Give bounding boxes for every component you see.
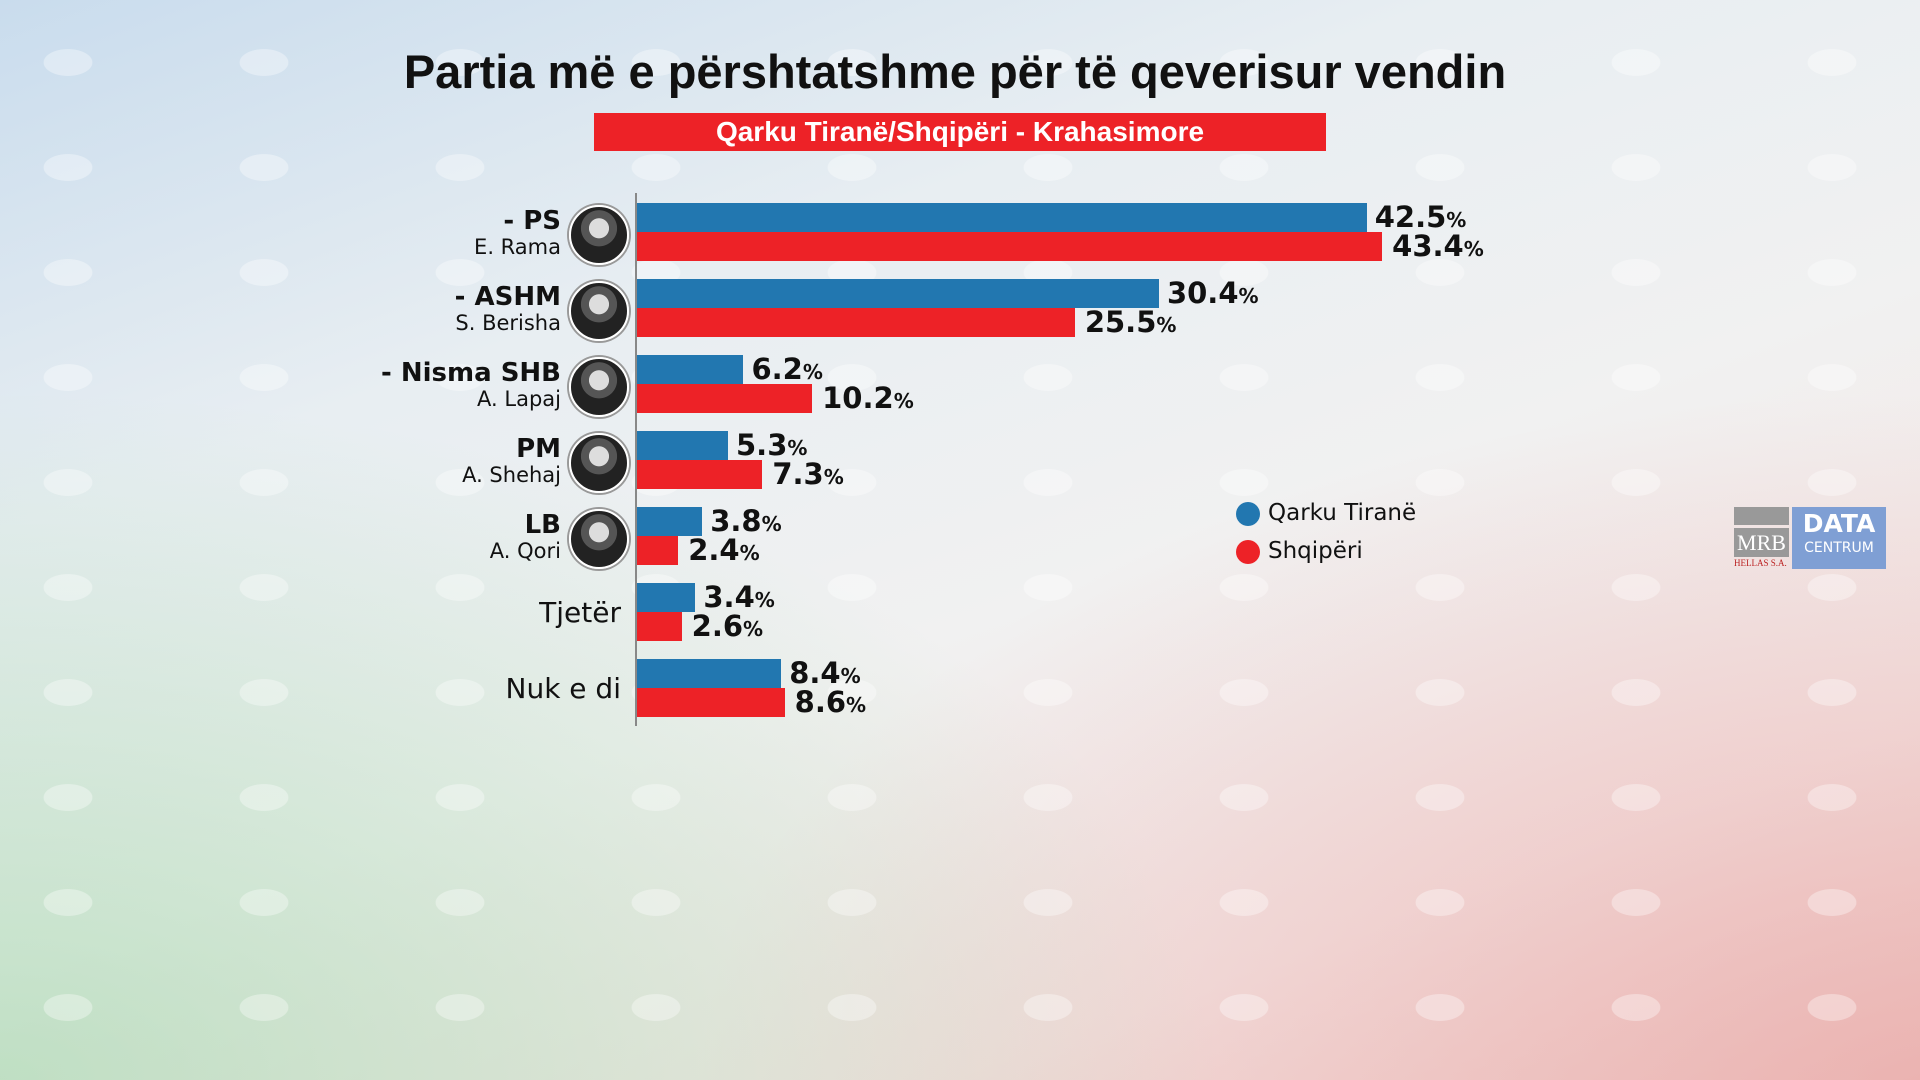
bar-shqiperi xyxy=(637,460,763,489)
bar-shqiperi xyxy=(637,536,679,565)
category-name: Tjetër xyxy=(539,596,621,629)
leader-photo xyxy=(569,205,629,265)
unit: % xyxy=(754,588,775,612)
data-label: 5.3% xyxy=(736,431,807,463)
data-value: 2.4 xyxy=(688,533,740,567)
leader-name: A. Qori xyxy=(489,539,561,563)
data-label: 42.5% xyxy=(1375,203,1467,235)
party-name: - ASHM xyxy=(454,282,561,312)
data-label: 3.4% xyxy=(703,583,774,615)
category-label: LB A. Qori xyxy=(490,511,561,563)
category-label: - Nisma SHB A. Lapaj xyxy=(381,359,561,411)
data-label: 8.4% xyxy=(789,659,860,691)
category-name: Nuk e di xyxy=(505,672,622,705)
party-name: - PS xyxy=(503,206,561,236)
category-label: Tjetër xyxy=(539,597,621,629)
data-value: 7.3 xyxy=(772,457,824,491)
legend-item-qarku-tirane: Qarku Tiranë xyxy=(1236,500,1416,526)
data-label: 43.4% xyxy=(1392,232,1484,264)
leader-photo xyxy=(569,433,629,493)
unit: % xyxy=(743,617,764,641)
leader-name: A. Lapaj xyxy=(477,387,561,411)
legend-label: Qarku Tiranë xyxy=(1268,500,1417,526)
unit: % xyxy=(802,360,823,384)
leader-photo xyxy=(569,281,629,341)
data-label: 7.3% xyxy=(772,460,843,492)
bar-qarku-tirane xyxy=(637,355,744,384)
legend-item-shqiperi: Shqipëri xyxy=(1236,538,1363,564)
data-value: 30.4 xyxy=(1166,276,1239,310)
leader-photo xyxy=(569,509,629,569)
data-value: 10.2 xyxy=(822,381,894,415)
logo-data-box: DATA CENTRUM xyxy=(1792,507,1886,569)
leader-name: A. Shehaj xyxy=(462,463,561,487)
unit: % xyxy=(1156,313,1177,337)
bar-qarku-tirane xyxy=(637,507,703,536)
data-value: 3.8 xyxy=(710,504,762,538)
data-label: 30.4% xyxy=(1167,279,1259,311)
data-value: 8.6 xyxy=(794,685,847,719)
chart-title: Partia më e përshtatshme për të qeverisu… xyxy=(403,45,1507,98)
data-label: 2.4% xyxy=(688,536,759,568)
data-value: 5.3 xyxy=(736,428,788,462)
bar-shqiperi xyxy=(637,612,682,641)
bar-shqiperi xyxy=(637,232,1383,261)
bar-qarku-tirane xyxy=(637,583,696,612)
chart-subtitle: Qarku Tiranë/Shqipëri - Krahasimore xyxy=(594,113,1326,151)
party-name: - Nisma SHB xyxy=(381,358,561,388)
unit: % xyxy=(893,389,914,413)
data-value: 43.4 xyxy=(1392,229,1464,263)
leader-name: E. Rama xyxy=(474,235,561,259)
data-label: 2.6% xyxy=(692,612,763,644)
data-value: 42.5 xyxy=(1374,200,1447,234)
leader-photo xyxy=(569,357,629,417)
unit: % xyxy=(840,664,861,688)
data-label: 10.2% xyxy=(822,384,914,416)
data-label: 3.8% xyxy=(710,507,781,539)
bar-qarku-tirane xyxy=(637,203,1367,232)
legend-label: Shqipëri xyxy=(1268,538,1363,564)
logo-bar xyxy=(1734,507,1789,525)
party-name: PM xyxy=(516,434,561,464)
category-label: Nuk e di xyxy=(506,673,622,705)
category-label: PM A. Shehaj xyxy=(462,435,561,487)
unit: % xyxy=(1446,208,1467,232)
data-value: 2.6 xyxy=(691,609,744,643)
bar-qarku-tirane xyxy=(637,279,1159,308)
bar-shqiperi xyxy=(637,688,785,717)
data-label: 25.5% xyxy=(1085,308,1177,340)
logo-hellas: HELLAS S.A. xyxy=(1734,558,1787,568)
logo-data: DATA xyxy=(1802,509,1876,538)
unit: % xyxy=(846,693,867,717)
bar-shqiperi xyxy=(637,308,1075,337)
data-value: 8.4 xyxy=(789,656,841,690)
bar-qarku-tirane xyxy=(637,431,728,460)
data-value: 3.4 xyxy=(703,580,755,614)
party-name: LB xyxy=(524,510,561,540)
category-label: - ASHM S. Berisha xyxy=(455,283,561,335)
category-label: - PS E. Rama xyxy=(474,207,561,259)
unit: % xyxy=(1463,237,1484,261)
logo-centrum: CENTRUM xyxy=(1804,540,1874,556)
legend-swatch-blue xyxy=(1236,501,1260,526)
logo-mrb: MRB xyxy=(1734,528,1789,557)
bar-qarku-tirane xyxy=(637,659,782,688)
bar-shqiperi xyxy=(637,384,813,413)
data-label: 6.2% xyxy=(751,355,822,387)
data-label: 8.6% xyxy=(795,688,866,720)
leader-name: S. Berisha xyxy=(455,311,561,335)
data-value: 25.5 xyxy=(1084,305,1157,339)
unit: % xyxy=(761,512,782,536)
unit: % xyxy=(739,541,760,565)
data-value: 6.2 xyxy=(751,352,803,386)
legend-swatch-red xyxy=(1236,539,1260,564)
mrb-datacentrum-logo: MRB HELLAS S.A. DATA CENTRUM xyxy=(1734,507,1886,569)
unit: % xyxy=(823,465,844,489)
unit: % xyxy=(787,436,808,460)
unit: % xyxy=(1238,284,1259,308)
y-axis-line xyxy=(635,193,637,726)
